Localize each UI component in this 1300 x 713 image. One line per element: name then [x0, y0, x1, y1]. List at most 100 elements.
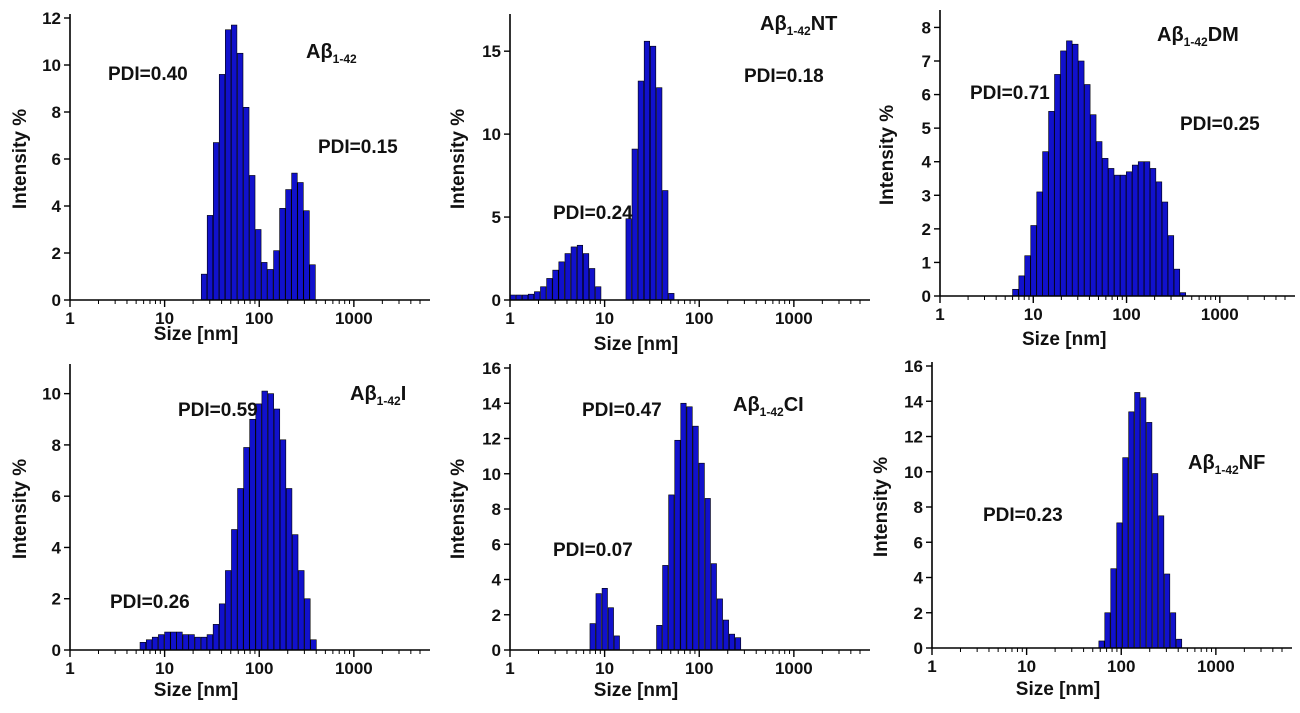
x-tick-label: 1000 — [775, 659, 813, 678]
histogram-bar — [1131, 164, 1139, 297]
title-suffix: DM — [1208, 24, 1239, 46]
histogram-bar — [637, 80, 644, 301]
histogram-bar — [1030, 225, 1037, 297]
pdi-label: PDI=0.18 — [744, 66, 824, 87]
axes-group: 0 2 4 6 8 10 1 10 100 1000 — [42, 364, 430, 678]
title-subscript: 1-42 — [760, 405, 784, 419]
histogram-bar — [267, 393, 274, 651]
x-tick-label: 100 — [685, 659, 713, 678]
y-tick-label: 1 — [922, 253, 931, 272]
histogram-bar — [158, 634, 165, 651]
histogram-bar — [595, 593, 602, 651]
title-subscript: 1-42 — [333, 52, 357, 66]
histogram-bar — [558, 261, 565, 301]
histogram-bar — [1128, 411, 1135, 649]
title-subscript: 1-42 — [1184, 35, 1208, 49]
histogram-bar — [261, 390, 268, 651]
histogram-bar — [607, 607, 614, 651]
pdi-label: PDI=0.24 — [553, 203, 633, 224]
histogram-bar — [1152, 473, 1159, 649]
y-tick-label: 2 — [52, 590, 61, 609]
histogram-bar — [291, 172, 298, 301]
bars-group — [139, 390, 317, 651]
histogram-bar — [722, 619, 729, 651]
panel-title: Aβ1-42DM — [1157, 24, 1239, 49]
x-tick-label: 100 — [1112, 305, 1140, 324]
histogram-bar — [1164, 573, 1171, 649]
histogram-bar — [176, 631, 183, 651]
y-tick-label: 6 — [52, 150, 61, 169]
x-axis-label: Size [nm] — [154, 324, 238, 345]
y-axis-label: Intensity % — [448, 459, 469, 559]
x-tick-label: 10 — [1017, 657, 1036, 676]
histogram-bar — [1114, 174, 1121, 297]
title-suffix: I — [401, 383, 407, 405]
y-tick-label: 16 — [482, 359, 501, 378]
y-axis-label: Intensity % — [448, 109, 469, 209]
x-axis-label: Size [nm] — [594, 680, 678, 701]
histogram-bar — [267, 269, 274, 301]
histogram-bar — [692, 425, 699, 651]
y-tick-label: 6 — [52, 487, 61, 506]
histogram-bar — [231, 24, 238, 301]
title-main: Aβ — [350, 383, 377, 405]
histogram-bar — [200, 636, 208, 651]
histogram-bar — [710, 563, 717, 651]
histogram-bar — [662, 565, 669, 651]
y-tick-label: 4 — [52, 197, 62, 216]
histogram-bar — [1158, 515, 1165, 649]
y-tick-label: 2 — [492, 606, 501, 625]
y-tick-label: 5 — [492, 208, 501, 227]
histogram-bar — [225, 570, 232, 651]
x-tick-label: 1000 — [1197, 657, 1235, 676]
panel-title: Aβ1-42CI — [733, 394, 804, 419]
x-axis-label: Size [nm] — [1016, 679, 1100, 700]
y-axis-label: Intensity % — [10, 109, 31, 209]
x-tick-label: 1 — [65, 659, 74, 678]
y-tick-label: 8 — [52, 436, 61, 455]
histogram-bar — [1170, 612, 1177, 649]
pdi-label: PDI=0.26 — [110, 592, 190, 613]
histogram-bar — [237, 52, 244, 301]
histogram-bar — [218, 74, 226, 301]
histogram-bar — [303, 210, 310, 301]
histogram-bar — [249, 418, 256, 651]
pdi-label: PDI=0.07 — [553, 540, 633, 561]
y-axis-label: Intensity % — [871, 457, 892, 557]
title-main: Aβ — [1157, 24, 1184, 46]
histogram-bar — [662, 190, 669, 301]
x-axis-label: Size [nm] — [594, 334, 678, 355]
histogram-bar — [589, 623, 596, 651]
histogram-bar — [1054, 74, 1061, 297]
y-tick-label: 0 — [922, 287, 931, 306]
x-tick-label: 10 — [595, 309, 614, 328]
y-tick-label: 10 — [42, 385, 61, 404]
histogram-bar — [194, 636, 201, 651]
y-tick-label: 15 — [482, 42, 501, 61]
histogram-bar — [213, 142, 220, 301]
histogram-bar — [151, 636, 159, 651]
histogram-bar — [164, 631, 171, 651]
histogram-bar — [225, 29, 232, 301]
histogram-bar — [1078, 60, 1085, 297]
histogram-bar — [243, 107, 250, 301]
histogram-bar — [170, 631, 177, 651]
histogram-bar — [1167, 235, 1175, 297]
x-tick-label: 1000 — [1201, 305, 1239, 324]
y-tick-label: 4 — [914, 569, 924, 588]
y-tick-label: 0 — [52, 641, 61, 660]
histogram-bar — [1137, 161, 1145, 297]
histogram-bar — [589, 268, 596, 301]
histogram-bar — [243, 447, 250, 651]
panel-6: 0 2 4 6 8 10 12 14 16 1 10 100 1000 Intensity % Size… — [871, 357, 1292, 700]
histogram-bar — [206, 634, 214, 651]
histogram-bar — [631, 148, 638, 301]
histogram-bar — [704, 498, 711, 651]
y-tick-label: 4 — [492, 571, 502, 590]
histogram-bar — [643, 40, 651, 301]
histogram-bar — [1104, 612, 1111, 649]
histogram-bar — [279, 208, 286, 301]
title-suffix: NT — [811, 13, 838, 35]
histogram-bar — [255, 403, 262, 651]
